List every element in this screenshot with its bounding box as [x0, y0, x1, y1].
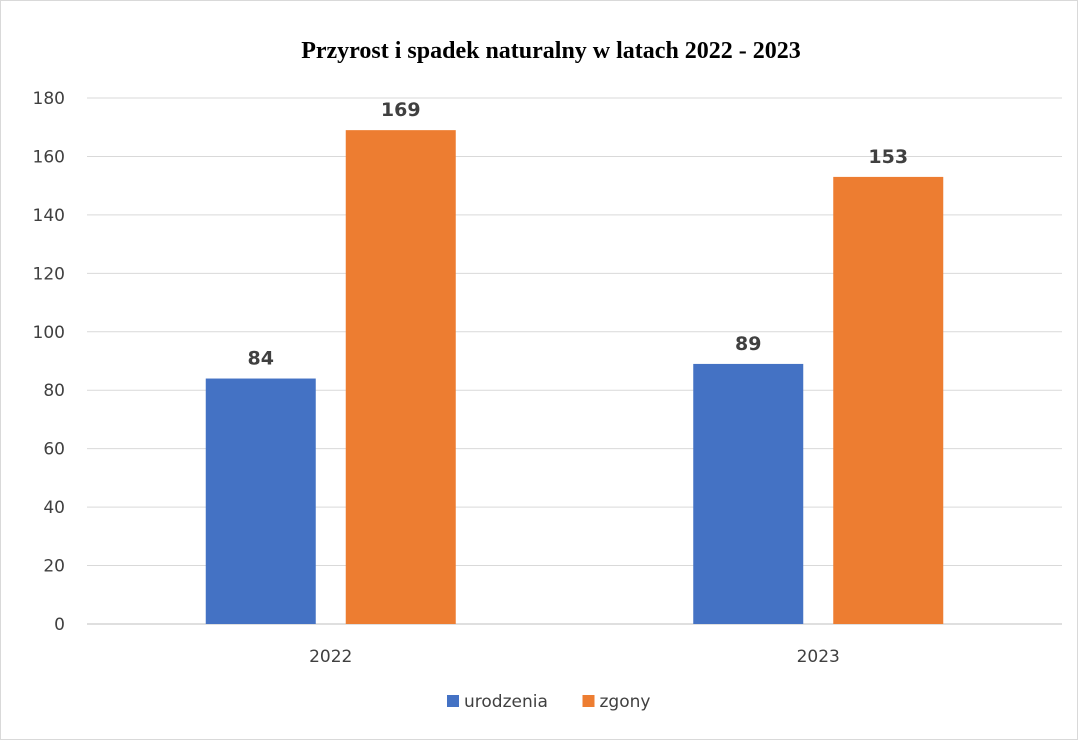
y-tick-label: 0	[54, 615, 65, 635]
y-tick-label: 40	[43, 498, 65, 518]
legend-label-zgony: zgony	[600, 692, 651, 712]
y-tick-label: 20	[43, 557, 65, 577]
bar-urodzenia-2022	[205, 378, 316, 624]
legend: urodzenia zgony	[447, 692, 650, 712]
x-tick-label: 2022	[309, 647, 352, 667]
y-tick-label: 180	[33, 89, 65, 109]
y-axis-ticks: 0 20 40 60 80 100 120 140 160 180	[33, 89, 65, 635]
x-axis-ticks: 2022 2023	[309, 647, 840, 667]
bar-zgony-2022	[345, 130, 456, 624]
bar-urodzenia-2023	[693, 363, 804, 624]
y-tick-label: 80	[43, 381, 65, 401]
data-label: 169	[381, 99, 421, 121]
y-tick-label: 160	[33, 147, 65, 167]
data-labels: 84 169 89 153	[248, 99, 909, 369]
bars	[205, 130, 944, 624]
data-label: 89	[735, 333, 761, 355]
bar-zgony-2023	[833, 176, 944, 624]
legend-swatch-zgony	[582, 695, 595, 707]
y-tick-label: 140	[33, 206, 65, 226]
x-tick-label: 2023	[797, 647, 840, 667]
y-tick-label: 100	[33, 323, 65, 343]
data-label: 153	[868, 146, 908, 168]
y-tick-label: 60	[43, 440, 65, 460]
y-tick-label: 120	[33, 264, 65, 284]
chart-title: Przyrost i spadek naturalny w latach 202…	[301, 38, 801, 64]
data-label: 84	[248, 348, 274, 370]
legend-label-urodzenia: urodzenia	[464, 692, 548, 712]
legend-swatch-urodzenia	[447, 695, 459, 707]
